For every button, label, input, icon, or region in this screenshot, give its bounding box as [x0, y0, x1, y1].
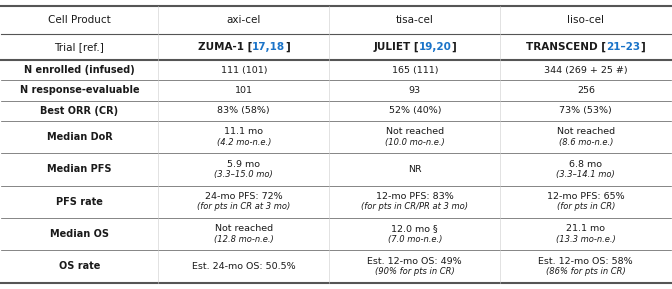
Text: ]: ] — [640, 42, 645, 52]
Text: OS rate: OS rate — [59, 261, 100, 271]
Text: Median PFS: Median PFS — [47, 164, 112, 175]
Text: Est. 12-mo OS: 49%: Est. 12-mo OS: 49% — [368, 257, 462, 266]
Text: Not reached: Not reached — [386, 127, 444, 136]
Text: 6.8 mo: 6.8 mo — [569, 160, 602, 169]
Text: Median OS: Median OS — [50, 229, 109, 239]
Text: (3.3–14.1 mo): (3.3–14.1 mo) — [556, 170, 615, 179]
Text: Not reached: Not reached — [556, 127, 615, 136]
Text: NR: NR — [408, 165, 421, 174]
Text: N response-evaluable: N response-evaluable — [19, 86, 139, 95]
Text: (86% for pts in CR): (86% for pts in CR) — [546, 267, 626, 276]
Text: 52% (40%): 52% (40%) — [388, 106, 441, 115]
Text: (4.2 mo-n.e.): (4.2 mo-n.e.) — [216, 138, 271, 147]
Text: liso-cel: liso-cel — [567, 15, 604, 25]
Text: TRANSCEND [: TRANSCEND [ — [526, 42, 607, 52]
Text: ]: ] — [452, 42, 456, 52]
Text: (7.0 mo-n.e.): (7.0 mo-n.e.) — [388, 235, 442, 244]
Text: ZUMA-1 [: ZUMA-1 [ — [198, 42, 252, 52]
Text: 17,18: 17,18 — [252, 42, 285, 52]
Text: (90% for pts in CR): (90% for pts in CR) — [375, 267, 455, 276]
Text: 21.1 mo: 21.1 mo — [566, 225, 605, 234]
Text: 165 (111): 165 (111) — [392, 66, 438, 75]
Text: 111 (101): 111 (101) — [220, 66, 267, 75]
Text: 256: 256 — [577, 86, 595, 95]
Text: 12-mo PFS: 83%: 12-mo PFS: 83% — [376, 192, 454, 201]
Text: 344 (269 + 25 #): 344 (269 + 25 #) — [544, 66, 628, 75]
Text: (for pts in CR): (for pts in CR) — [556, 203, 615, 212]
Text: PFS rate: PFS rate — [56, 197, 103, 207]
Text: axi-cel: axi-cel — [226, 15, 261, 25]
Text: Est. 24-mo OS: 50.5%: Est. 24-mo OS: 50.5% — [192, 262, 296, 271]
Text: 73% (53%): 73% (53%) — [559, 106, 612, 115]
Text: (for pts in CR/PR at 3 mo): (for pts in CR/PR at 3 mo) — [362, 203, 468, 212]
Text: (10.0 mo-n.e.): (10.0 mo-n.e.) — [385, 138, 445, 147]
Text: (3.3–15.0 mo): (3.3–15.0 mo) — [214, 170, 273, 179]
Text: tisa-cel: tisa-cel — [396, 15, 433, 25]
Text: 12.0 mo §: 12.0 mo § — [392, 225, 438, 234]
Text: 24-mo PFS: 72%: 24-mo PFS: 72% — [205, 192, 283, 201]
Text: 11.1 mo: 11.1 mo — [224, 127, 263, 136]
Text: Best ORR (CR): Best ORR (CR) — [40, 106, 118, 116]
Text: ]: ] — [285, 42, 290, 52]
Text: Median DoR: Median DoR — [46, 132, 112, 142]
Text: (8.6 mo-n.e.): (8.6 mo-n.e.) — [558, 138, 613, 147]
Text: (for pts in CR at 3 mo): (for pts in CR at 3 mo) — [197, 203, 290, 212]
Text: 101: 101 — [235, 86, 253, 95]
Text: (13.3 mo-n.e.): (13.3 mo-n.e.) — [556, 235, 616, 244]
Text: 21–23: 21–23 — [606, 42, 640, 52]
Text: 93: 93 — [409, 86, 421, 95]
Text: 5.9 mo: 5.9 mo — [227, 160, 260, 169]
Text: Est. 12-mo OS: 58%: Est. 12-mo OS: 58% — [538, 257, 633, 266]
Text: JULIET [: JULIET [ — [373, 42, 419, 52]
Text: Trial [ref.]: Trial [ref.] — [54, 42, 104, 52]
Text: (12.8 mo-n.e.): (12.8 mo-n.e.) — [214, 235, 274, 244]
Text: 19,20: 19,20 — [419, 42, 452, 52]
Text: N enrolled (infused): N enrolled (infused) — [24, 65, 135, 75]
Text: 12-mo PFS: 65%: 12-mo PFS: 65% — [547, 192, 624, 201]
Text: Not reached: Not reached — [215, 225, 273, 234]
Text: Cell Product: Cell Product — [48, 15, 111, 25]
Text: 83% (58%): 83% (58%) — [218, 106, 270, 115]
